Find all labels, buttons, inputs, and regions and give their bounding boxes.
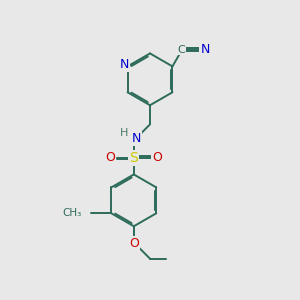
Text: O: O: [152, 151, 162, 164]
Text: H: H: [120, 128, 129, 138]
Text: CH₃: CH₃: [63, 208, 82, 218]
Text: O: O: [105, 151, 115, 164]
Text: S: S: [129, 151, 138, 165]
Text: N: N: [131, 132, 141, 145]
Text: O: O: [129, 236, 139, 250]
Text: N: N: [201, 43, 210, 56]
Text: C: C: [178, 44, 185, 55]
Text: N: N: [119, 58, 129, 71]
